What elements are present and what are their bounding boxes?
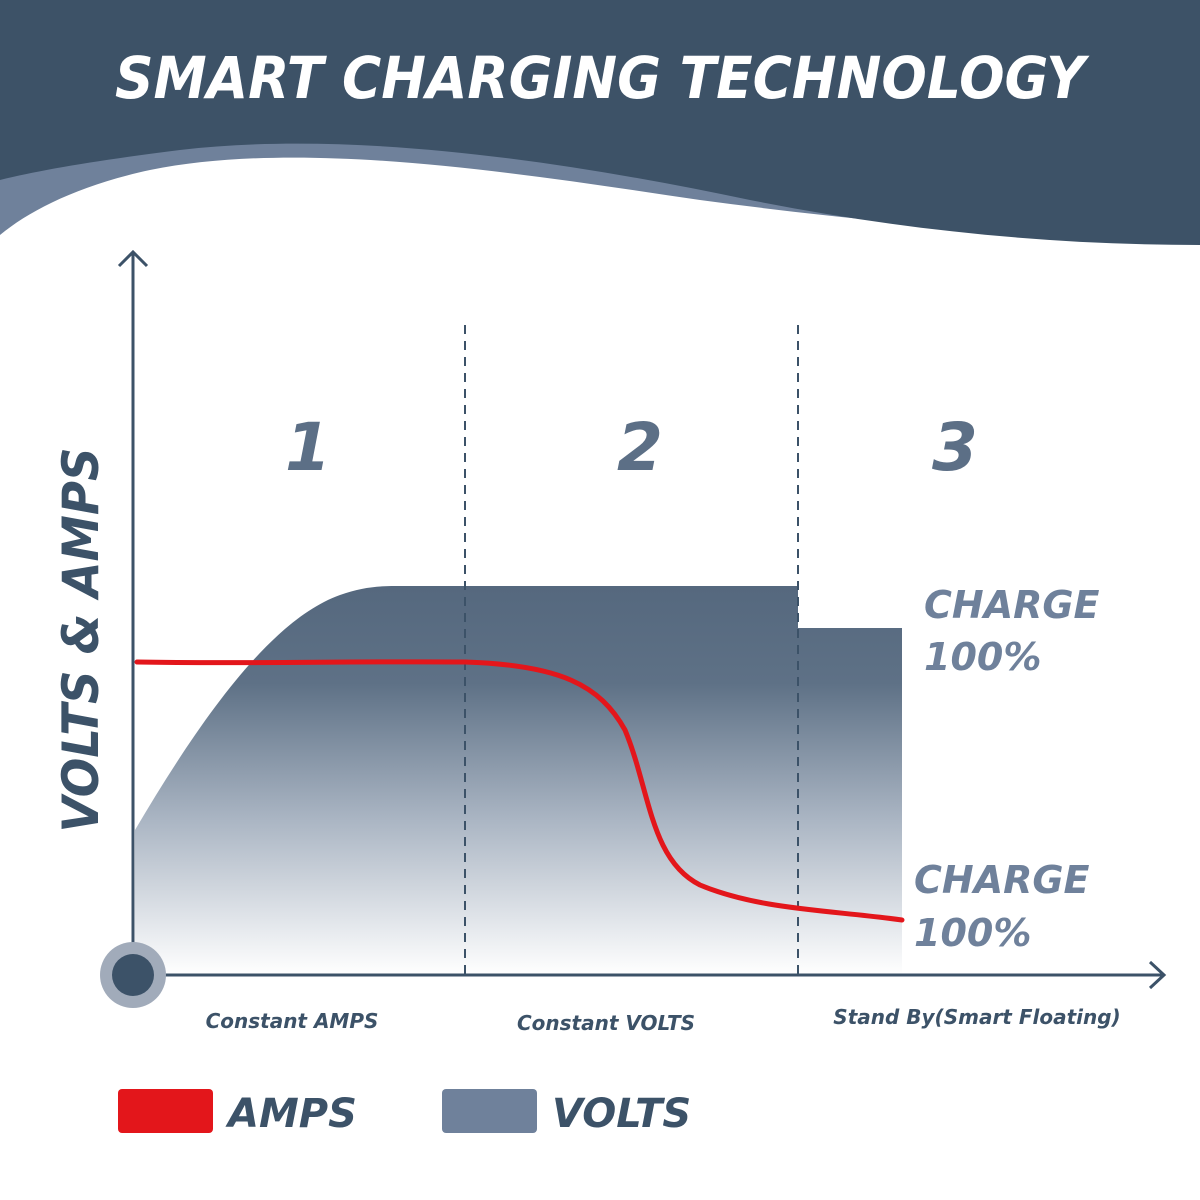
header-banner: SMART CHARGING TECHNOLOGY — [0, 0, 1200, 245]
legend-amps-label: AMPS — [225, 1091, 357, 1137]
volts-area — [135, 586, 902, 975]
legend: AMPS VOLTS — [118, 1089, 691, 1137]
legend-volts-label: VOLTS — [552, 1091, 691, 1137]
phase-2-number: 2 — [617, 409, 663, 486]
amps-line — [134, 659, 905, 923]
phase-2-caption: Constant VOLTS — [517, 1011, 695, 1035]
volts-charge-label-line1: CHARGE — [924, 583, 1100, 627]
phase-3-caption: Stand By(Smart Floating) — [833, 1005, 1120, 1029]
page-title: SMART CHARGING TECHNOLOGY — [115, 44, 1090, 112]
y-axis-label: VOLTS & AMPS — [52, 448, 110, 833]
legend-volts-swatch — [442, 1089, 537, 1133]
header-wave-dark — [0, 0, 1200, 245]
origin-dot-icon — [112, 954, 154, 996]
phase-1-caption: Constant AMPS — [206, 1009, 379, 1033]
x-axis-arrow-icon — [1148, 960, 1167, 990]
y-axis-arrow-icon — [117, 249, 149, 268]
axes — [100, 249, 1167, 1008]
phase-1-number: 1 — [285, 409, 331, 486]
phase-3-number: 3 — [932, 409, 978, 486]
amps-charge-label-line2: 100% — [914, 911, 1031, 955]
amps-charge-label-line1: CHARGE — [914, 858, 1090, 902]
legend-amps-swatch — [118, 1089, 213, 1133]
volts-charge-label-line2: 100% — [924, 635, 1041, 679]
